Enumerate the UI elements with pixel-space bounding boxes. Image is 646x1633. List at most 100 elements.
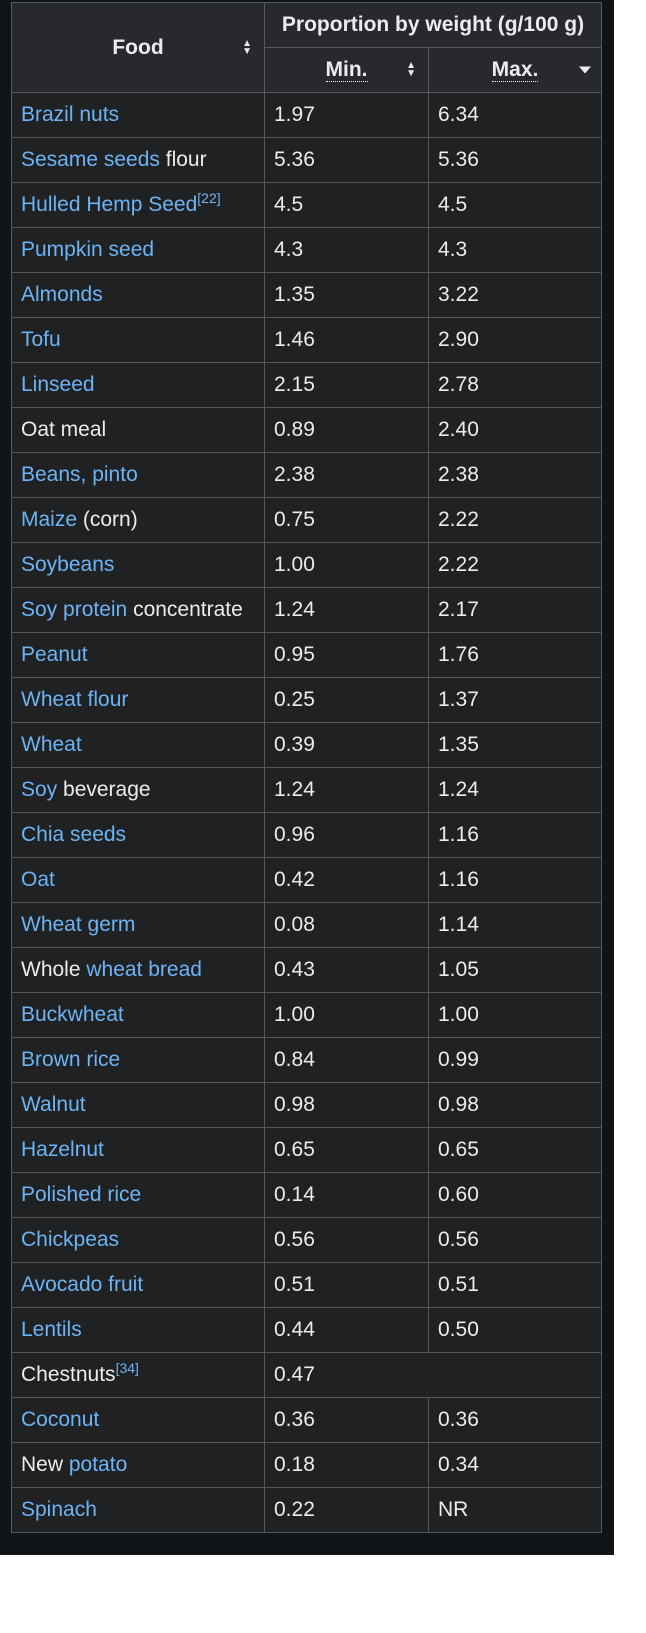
max-value-cell: 1.14: [428, 902, 602, 948]
table-row: Wheat flour 0.25 1.37: [11, 677, 602, 723]
food-text: beverage: [57, 778, 151, 801]
table-row: Soy beverage 1.24 1.24: [11, 767, 602, 813]
food-link[interactable]: Walnut: [21, 1093, 86, 1116]
min-value-cell: 1.00: [264, 542, 429, 588]
max-value-cell: 0.51: [428, 1262, 602, 1308]
max-value-cell: 2.78: [428, 362, 602, 408]
food-link[interactable]: Buckwheat: [21, 1003, 124, 1026]
max-value-cell: 1.16: [428, 812, 602, 858]
food-cell: Oat meal: [11, 407, 265, 453]
max-value-cell: 1.24: [428, 767, 602, 813]
max-value-cell: 2.17: [428, 587, 602, 633]
food-cell: Hulled Hemp Seed[22]: [11, 182, 265, 228]
food-cell: Avocado fruit: [11, 1262, 265, 1308]
food-link[interactable]: Soybeans: [21, 553, 115, 576]
food-link[interactable]: Maize: [21, 508, 78, 531]
food-link[interactable]: Soy: [21, 778, 58, 801]
food-cell: Tofu: [11, 317, 265, 363]
food-link[interactable]: Coconut: [21, 1408, 100, 1431]
food-link[interactable]: Oat: [21, 868, 55, 891]
food-link[interactable]: wheat bread: [86, 958, 202, 981]
food-link[interactable]: Peanut: [21, 643, 88, 666]
food-cell: Beans, pinto: [11, 452, 265, 498]
food-link[interactable]: Brazil nuts: [21, 103, 120, 126]
food-link[interactable]: Pumpkin seed: [21, 238, 155, 261]
food-link[interactable]: Beans, pinto: [21, 463, 138, 486]
min-value-cell: 1.46: [264, 317, 429, 363]
min-value-cell: 1.24: [264, 587, 429, 633]
table-row: Pumpkin seed 4.3 4.3: [11, 227, 602, 273]
min-value-cell: 0.14: [264, 1172, 429, 1218]
food-cell: Soy protein concentrate: [11, 587, 265, 633]
food-link[interactable]: Tofu: [21, 328, 61, 351]
food-cell: Wheat germ: [11, 902, 265, 948]
min-value-cell: 0.36: [264, 1397, 429, 1443]
food-link[interactable]: Avocado fruit: [21, 1273, 144, 1296]
food-link[interactable]: Spinach: [21, 1498, 97, 1521]
table-row: Avocado fruit 0.51 0.51: [11, 1262, 602, 1308]
reference-link[interactable]: [22]: [197, 190, 221, 206]
food-cell: Soybeans: [11, 542, 265, 588]
table-row: Oat 0.42 1.16: [11, 857, 602, 903]
max-value-cell: 0.36: [428, 1397, 602, 1443]
table-row: Soy protein concentrate 1.24 2.17: [11, 587, 602, 633]
food-text: concentrate: [127, 598, 243, 621]
column-header-food[interactable]: Food ▲ ▼: [11, 2, 265, 93]
table-row: Wheat 0.39 1.35: [11, 722, 602, 768]
food-link[interactable]: Hulled Hemp Seed: [21, 193, 198, 216]
min-value-cell: 2.38: [264, 452, 429, 498]
min-value-cell: 0.65: [264, 1127, 429, 1173]
food-link[interactable]: Polished rice: [21, 1183, 142, 1206]
table-row: Peanut 0.95 1.76: [11, 632, 602, 678]
food-link[interactable]: Almonds: [21, 283, 103, 306]
food-link[interactable]: Chia seeds: [21, 823, 127, 846]
group-header-label: Proportion by weight (g/100 g): [281, 13, 585, 36]
table-row: Beans, pinto 2.38 2.38: [11, 452, 602, 498]
max-value-cell: 0.50: [428, 1307, 602, 1353]
table-row: Brazil nuts 1.97 6.34: [11, 92, 602, 138]
reference-link[interactable]: [34]: [115, 1360, 139, 1376]
food-text: Whole: [21, 958, 87, 981]
table-row: Hulled Hemp Seed[22] 4.5 4.5: [11, 182, 602, 228]
food-link[interactable]: Wheat flour: [21, 688, 129, 711]
food-cell: Whole wheat bread: [11, 947, 265, 993]
food-cell: Buckwheat: [11, 992, 265, 1038]
min-value-cell: 0.51: [264, 1262, 429, 1308]
max-value-cell: 2.90: [428, 317, 602, 363]
sort-descending-icon[interactable]: [579, 66, 591, 74]
food-cell: Wheat: [11, 722, 265, 768]
food-link[interactable]: Sesame seeds: [21, 148, 160, 171]
max-value-cell: 2.22: [428, 542, 602, 588]
food-text: Oat meal: [21, 418, 107, 441]
max-value-cell: 1.76: [428, 632, 602, 678]
max-value-cell: 2.40: [428, 407, 602, 453]
food-cell: Chickpeas: [11, 1217, 265, 1263]
food-link[interactable]: Linseed: [21, 373, 95, 396]
max-value-cell: 0.60: [428, 1172, 602, 1218]
food-cell: Linseed: [11, 362, 265, 408]
table-row: Chia seeds 0.96 1.16: [11, 812, 602, 858]
min-value-cell: 0.42: [264, 857, 429, 903]
food-link[interactable]: Hazelnut: [21, 1138, 104, 1161]
food-link[interactable]: potato: [68, 1453, 128, 1476]
food-link[interactable]: Brown rice: [21, 1048, 121, 1071]
max-value-cell: 1.05: [428, 947, 602, 993]
food-link[interactable]: Wheat germ: [21, 913, 136, 936]
max-header-label: Max.: [491, 58, 539, 82]
food-link[interactable]: Lentils: [21, 1318, 82, 1341]
food-link[interactable]: Chickpeas: [21, 1228, 120, 1251]
food-link[interactable]: Soy protein: [21, 598, 128, 621]
min-value-cell: 4.3: [264, 227, 429, 273]
food-link[interactable]: Wheat: [21, 733, 82, 756]
min-value-cell: 0.39: [264, 722, 429, 768]
column-header-min[interactable]: Min. ▲ ▼: [264, 47, 429, 93]
min-value-cell: 1.35: [264, 272, 429, 318]
food-text: flour: [159, 148, 207, 171]
min-value-cell: 0.08: [264, 902, 429, 948]
sort-both-icon[interactable]: ▲ ▼: [406, 60, 416, 79]
sort-both-icon[interactable]: ▲ ▼: [242, 37, 252, 57]
min-value-cell: 0.98: [264, 1082, 429, 1128]
food-cell: Lentils: [11, 1307, 265, 1353]
table-row: Tofu 1.46 2.90: [11, 317, 602, 363]
column-header-max[interactable]: Max.: [428, 47, 602, 93]
